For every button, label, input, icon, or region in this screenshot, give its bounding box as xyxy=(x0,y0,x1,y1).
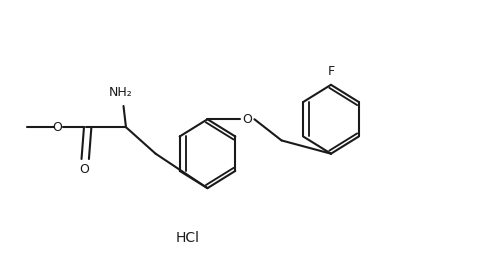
Text: O: O xyxy=(79,163,89,176)
Text: O: O xyxy=(52,121,62,134)
Text: F: F xyxy=(328,65,334,78)
Text: HCl: HCl xyxy=(176,232,200,245)
Text: O: O xyxy=(242,113,252,126)
Text: NH₂: NH₂ xyxy=(109,86,133,99)
